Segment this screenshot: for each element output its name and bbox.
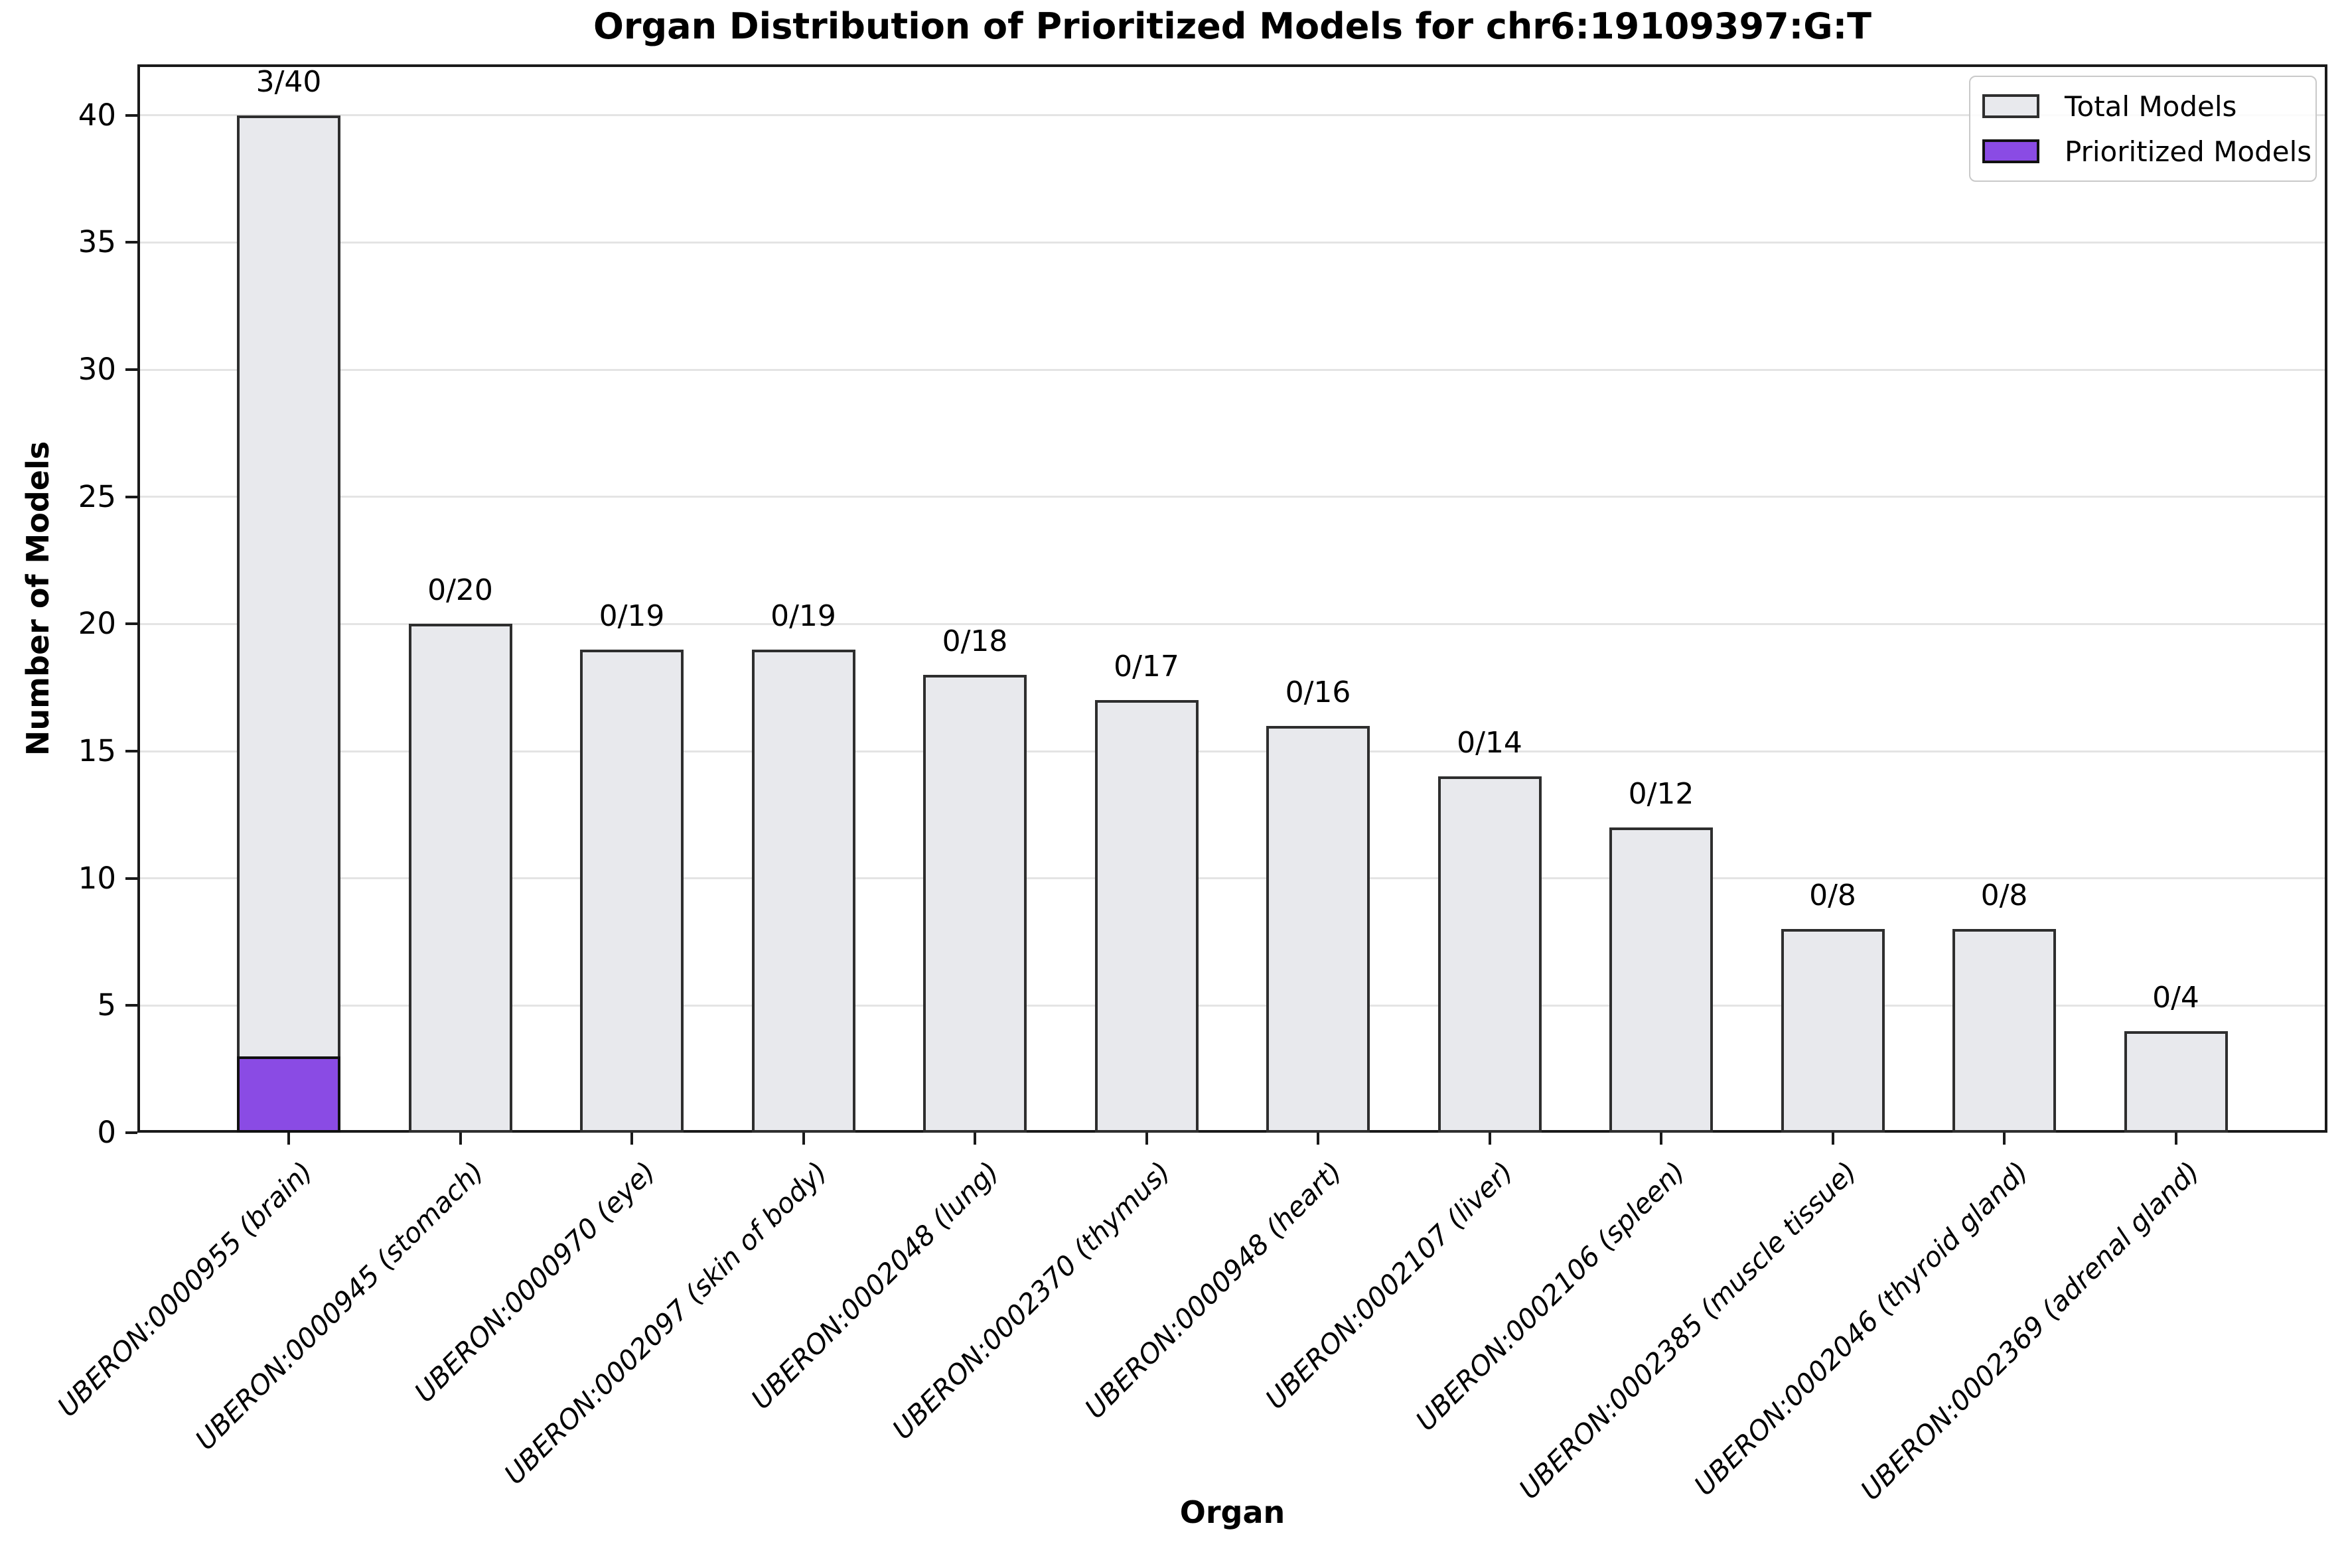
y-tick-mark-40	[125, 113, 137, 117]
y-tick-label-20: 20	[78, 606, 116, 642]
bar-total-models	[2124, 1031, 2228, 1133]
bar-value-label: 0/17	[1114, 650, 1179, 684]
x-tick-mark	[1145, 1133, 1148, 1145]
y-tick-mark-15	[125, 750, 137, 752]
y-tick-mark-25	[125, 495, 137, 498]
bar-total-models	[408, 624, 512, 1133]
y-tick-mark-10	[125, 877, 137, 880]
gridline-y-35	[140, 241, 2325, 244]
legend-item-prioritized-models: Prioritized Models	[1982, 135, 2311, 168]
legend: Total Models Prioritized Models	[1969, 76, 2317, 182]
bar-value-label: 3/40	[256, 64, 322, 99]
gridline-y-10	[140, 877, 2325, 880]
legend-label-prioritized-models: Prioritized Models	[2065, 135, 2312, 168]
gridline-y-30	[140, 368, 2325, 371]
bar-total-models	[580, 649, 684, 1133]
x-tick-label: UBERON:0002385 (muscle tissue)	[1512, 1155, 1863, 1506]
y-tick-label-25: 25	[78, 478, 116, 514]
x-tick-mark	[459, 1133, 462, 1145]
x-tick-mark	[1317, 1133, 1319, 1145]
bar-value-label: 0/19	[599, 599, 665, 633]
bar-value-label: 0/18	[942, 624, 1008, 658]
x-axis-label: Organ	[1179, 1494, 1285, 1530]
y-tick-label-10: 10	[78, 860, 116, 896]
y-tick-mark-5	[125, 1004, 137, 1007]
legend-item-total-models: Total Models	[1982, 90, 2304, 123]
y-tick-mark-20	[125, 622, 137, 626]
gridline-y-40	[140, 114, 2325, 117]
bar-value-label: 0/16	[1285, 675, 1351, 709]
gridline-y-5	[140, 1004, 2325, 1007]
x-tick-label: UBERON:0000945 (stomach)	[189, 1155, 490, 1457]
x-tick-mark	[974, 1133, 976, 1145]
gridline-y-20	[140, 622, 2325, 625]
y-tick-label-40: 40	[78, 97, 116, 133]
bar-value-label: 0/14	[1457, 726, 1522, 760]
gridline-y-15	[140, 750, 2325, 752]
bar-value-label: 0/4	[2152, 980, 2199, 1015]
x-tick-mark	[1488, 1133, 1491, 1145]
x-tick-label: UBERON:0002097 (skin of body)	[498, 1155, 834, 1491]
bar-value-label: 0/8	[1980, 879, 2028, 913]
y-tick-mark-35	[125, 241, 137, 244]
y-tick-label-30: 30	[78, 352, 116, 387]
bar-value-label: 0/19	[770, 599, 836, 633]
legend-swatch-total-models	[1982, 94, 2039, 118]
bar-total-models	[1609, 827, 1713, 1133]
y-tick-label-5: 5	[97, 987, 116, 1023]
bar-total-models	[237, 115, 340, 1133]
gridline-y-25	[140, 496, 2325, 498]
x-tick-mark	[1660, 1133, 1662, 1145]
legend-label-total-models: Total Models	[2065, 90, 2237, 123]
x-tick-mark	[2174, 1133, 2177, 1145]
legend-swatch-prioritized-models	[1982, 139, 2039, 163]
x-tick-mark	[802, 1133, 805, 1145]
bar-value-label: 0/8	[1809, 879, 1856, 913]
bar-total-models	[1437, 776, 1542, 1133]
bar-value-label: 0/12	[1628, 777, 1694, 811]
bar-total-models	[751, 649, 855, 1133]
bar-total-models	[1266, 725, 1370, 1133]
x-tick-mark	[630, 1133, 633, 1145]
x-tick-mark	[2003, 1133, 2006, 1145]
x-tick-label: UBERON:0002370 (thymus)	[886, 1155, 1177, 1446]
bar-value-label: 0/20	[427, 573, 493, 608]
y-tick-label-35: 35	[78, 224, 116, 260]
y-tick-mark-30	[125, 368, 137, 371]
y-tick-label-15: 15	[78, 733, 116, 768]
x-tick-mark	[287, 1133, 290, 1145]
bar-prioritized-models	[237, 1056, 340, 1133]
y-tick-label-0: 0	[97, 1115, 116, 1150]
bar-total-models	[1781, 929, 1885, 1133]
x-tick-label: UBERON:0002369 (adrenal gland)	[1854, 1155, 2206, 1507]
y-tick-mark-0	[125, 1131, 137, 1134]
bar-total-models	[923, 675, 1027, 1133]
x-tick-mark	[1831, 1133, 1834, 1145]
x-tick-label: UBERON:0002106 (spleen)	[1409, 1155, 1692, 1437]
bar-total-models	[1952, 929, 2056, 1133]
bar-total-models	[1094, 700, 1199, 1133]
chart-title: Organ Distribution of Prioritized Models…	[593, 5, 1872, 47]
x-tick-label: UBERON:0002046 (thyroid gland)	[1688, 1155, 2035, 1502]
